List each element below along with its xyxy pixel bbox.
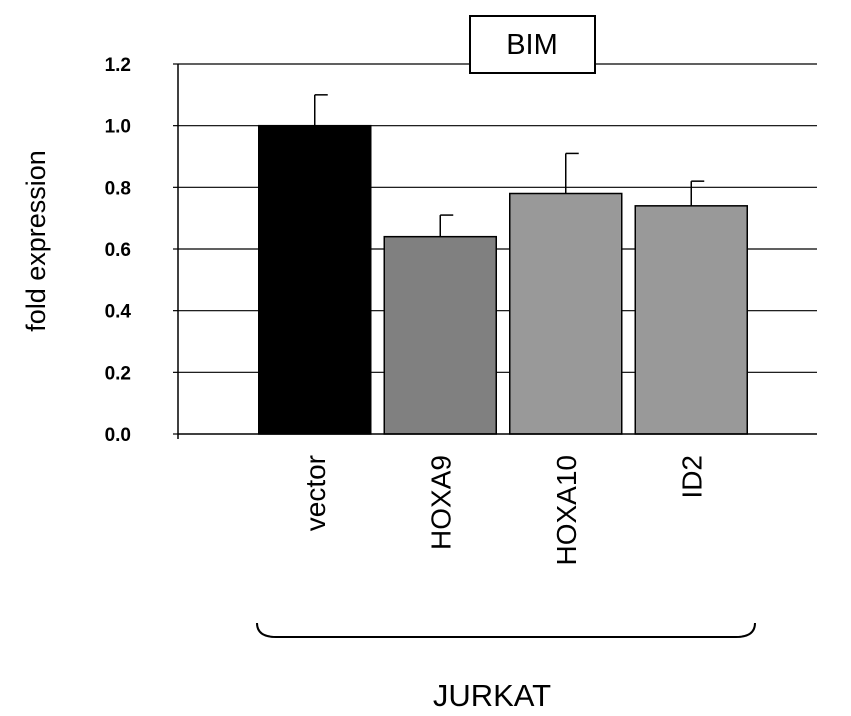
bar-hoxa10 <box>510 194 622 435</box>
bars <box>259 126 748 434</box>
category-label-vector: vector <box>300 455 331 531</box>
group-brace <box>257 623 755 637</box>
category-label-id2: ID2 <box>676 455 707 499</box>
y-tick-labels: 0.0 0.2 0.4 0.6 0.8 1.0 1.2 <box>105 55 132 446</box>
y-tick-label: 0.0 <box>105 425 131 446</box>
y-tick-label: 0.2 <box>105 363 131 384</box>
y-axis-label: fold expression <box>21 150 51 332</box>
y-tick-label: 1.2 <box>105 55 131 76</box>
y-tick-label: 0.4 <box>105 302 132 323</box>
category-label-hoxa9: HOXA9 <box>425 455 456 550</box>
chart-title: BIM <box>470 16 595 73</box>
title-text: BIM <box>506 29 558 61</box>
bar-hoxa9 <box>384 237 496 434</box>
category-labels: vector HOXA9 HOXA10 ID2 <box>300 455 708 566</box>
bar-vector <box>259 126 371 434</box>
bar-id2 <box>635 206 747 434</box>
group-label: JURKAT <box>433 678 551 713</box>
y-tick-label: 0.8 <box>105 178 131 199</box>
category-label-hoxa10: HOXA10 <box>551 455 582 566</box>
y-tick-label: 0.6 <box>105 240 131 261</box>
y-tick-label: 1.0 <box>105 117 131 138</box>
